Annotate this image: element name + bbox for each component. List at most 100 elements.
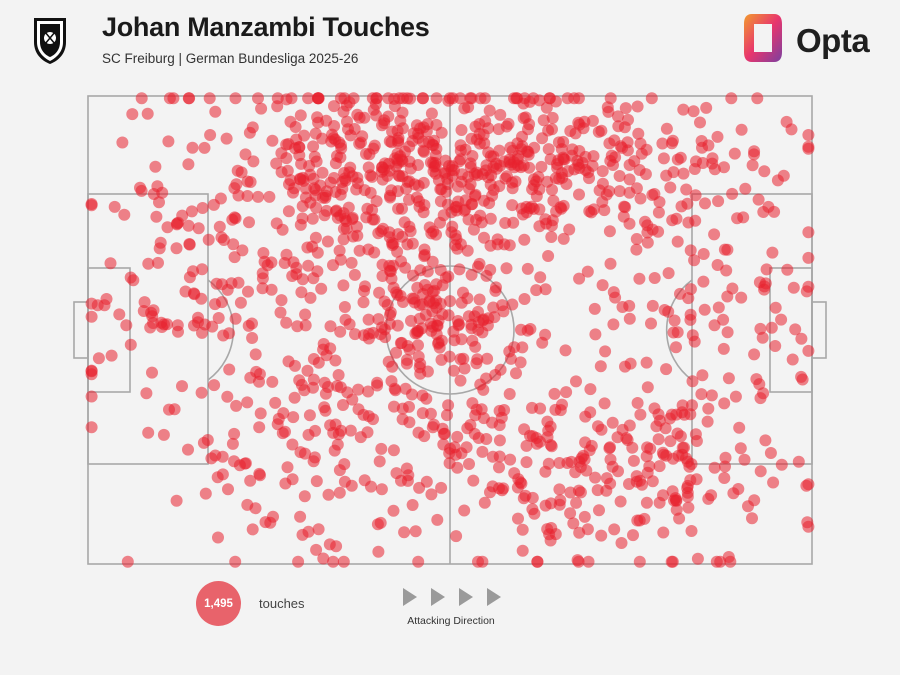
touch-point xyxy=(644,442,657,455)
touch-point xyxy=(508,92,520,105)
touch-point xyxy=(528,507,541,520)
touch-point xyxy=(205,452,218,465)
touch-point xyxy=(472,432,485,444)
touch-point xyxy=(541,415,554,428)
touch-point xyxy=(315,282,328,295)
touch-point xyxy=(595,124,608,137)
touch-point xyxy=(641,466,654,479)
touch-point xyxy=(488,311,501,324)
touch-point xyxy=(255,102,268,115)
touch-point xyxy=(532,171,545,183)
touch-point xyxy=(574,486,587,499)
touch-point xyxy=(170,242,183,255)
touch-point xyxy=(444,295,456,308)
touch-point xyxy=(607,286,620,299)
touch-point xyxy=(516,544,529,557)
touch-point xyxy=(447,364,460,377)
touch-point xyxy=(253,467,266,480)
touch-point xyxy=(392,202,405,215)
touch-point xyxy=(215,231,228,244)
touch-point xyxy=(209,105,222,118)
touch-point xyxy=(562,165,575,178)
touch-point xyxy=(144,321,157,334)
touch-point xyxy=(758,165,771,178)
touch-point xyxy=(638,512,651,525)
touch-point xyxy=(520,456,533,469)
touch-point xyxy=(375,442,388,455)
touch-point xyxy=(126,108,139,121)
touch-point xyxy=(604,257,617,270)
touch-point xyxy=(372,545,385,558)
touch-point xyxy=(536,132,549,145)
touch-point xyxy=(622,113,634,126)
touch-point xyxy=(734,442,747,455)
touch-point xyxy=(370,92,383,105)
touch-point xyxy=(443,160,455,172)
touch-point xyxy=(425,324,438,337)
touch-point xyxy=(506,298,519,311)
touch-point xyxy=(698,303,711,316)
touch-point xyxy=(662,305,675,318)
touch-point xyxy=(363,327,375,340)
touch-point xyxy=(413,312,426,325)
touch-point xyxy=(326,128,339,141)
touch-point xyxy=(554,404,567,417)
touch-point xyxy=(402,469,415,482)
touch-point xyxy=(246,523,259,536)
touch-point xyxy=(306,212,319,225)
touch-point xyxy=(691,552,704,565)
touch-point xyxy=(428,284,441,297)
touch-point xyxy=(564,486,577,499)
touch-point xyxy=(425,488,438,501)
touch-point xyxy=(414,122,427,135)
touch-point xyxy=(732,483,745,495)
touch-point xyxy=(674,430,687,443)
touch-point xyxy=(472,323,485,336)
touch-point xyxy=(258,255,271,268)
touch-point xyxy=(171,217,184,230)
touch-point xyxy=(337,279,350,292)
touch-point xyxy=(324,342,337,355)
touch-point xyxy=(186,141,199,154)
touch-point xyxy=(480,372,493,385)
touch-point xyxy=(677,167,690,180)
touch-point xyxy=(441,178,454,190)
touch-point xyxy=(356,130,369,143)
touch-point xyxy=(802,129,815,141)
touch-point xyxy=(354,431,367,444)
touch-point xyxy=(192,222,205,235)
touch-point xyxy=(290,133,303,146)
touch-point xyxy=(757,387,770,400)
touch-point xyxy=(789,323,802,336)
touch-point xyxy=(85,368,98,381)
touch-point xyxy=(195,386,208,399)
touch-point xyxy=(280,138,293,151)
touch-point xyxy=(657,152,670,165)
touch-point xyxy=(540,101,553,114)
touch-point xyxy=(399,261,412,274)
touch-point xyxy=(563,223,576,236)
touch-point xyxy=(271,92,284,105)
touch-point xyxy=(442,399,455,412)
touch-point xyxy=(493,461,505,474)
touch-point xyxy=(628,155,641,168)
touch-point xyxy=(124,338,137,351)
touch-point xyxy=(203,92,216,105)
touch-point xyxy=(400,357,413,370)
touch-point xyxy=(303,409,316,422)
touch-point xyxy=(457,352,470,365)
touch-point xyxy=(230,178,243,191)
touch-point xyxy=(341,115,353,128)
touch-point xyxy=(257,247,270,259)
touch-point xyxy=(443,92,456,105)
touch-point xyxy=(536,336,549,349)
touch-point xyxy=(688,254,701,267)
touch-point xyxy=(434,195,447,208)
touch-point xyxy=(196,263,209,276)
touch-point xyxy=(534,271,547,284)
touch-point xyxy=(500,262,513,275)
touch-point xyxy=(299,447,311,460)
touch-point xyxy=(463,182,476,195)
touch-point xyxy=(364,169,377,182)
touch-point xyxy=(307,455,320,468)
